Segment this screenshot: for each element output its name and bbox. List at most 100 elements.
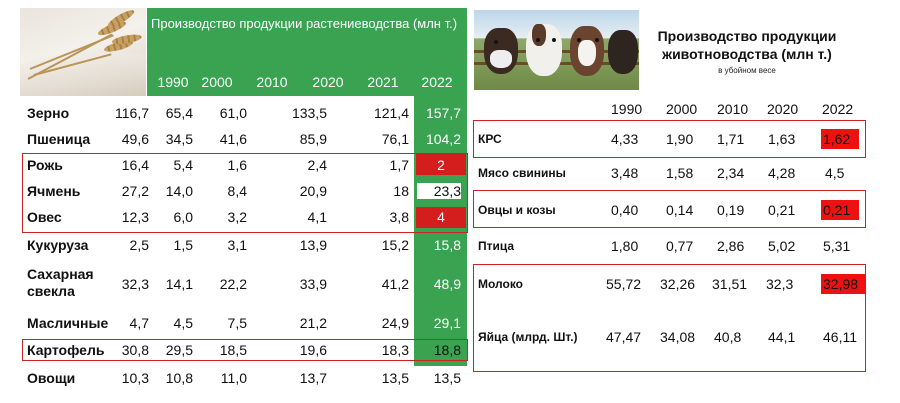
livestock-table-subtitle: в убойном весе bbox=[718, 66, 776, 75]
cell-value: 18,5 bbox=[219, 342, 247, 358]
cell-value: 4,7 bbox=[129, 315, 149, 331]
cell-value: 4,5 bbox=[825, 165, 845, 181]
cell-value: 32,98 bbox=[823, 276, 859, 292]
cell-value: 7,5 bbox=[227, 315, 247, 331]
row-label: Картофель bbox=[27, 342, 105, 358]
cell-value: 5,02 bbox=[768, 238, 796, 254]
cell-value: 27,2 bbox=[121, 183, 149, 199]
row-label: Кукуруза bbox=[27, 237, 89, 253]
cell-value: 13,5 bbox=[381, 370, 409, 386]
cell-value: 121,4 bbox=[373, 105, 409, 121]
livestock-year-header: 1990 bbox=[611, 101, 643, 117]
cell-value: 30,8 bbox=[121, 342, 149, 358]
cell-value: 29,1 bbox=[433, 315, 461, 331]
livestock-year-header: 2010 bbox=[717, 101, 749, 117]
cell-value: 33,9 bbox=[299, 276, 327, 292]
cell-value: 3,48 bbox=[611, 165, 639, 181]
cell-value: 13,7 bbox=[299, 370, 327, 386]
crop-year-header: 1990 bbox=[157, 74, 189, 90]
cell-value: 31,51 bbox=[712, 276, 748, 292]
cell-value: 47,47 bbox=[606, 329, 642, 345]
cell-value: 3,1 bbox=[227, 237, 247, 253]
decline-group-outline bbox=[22, 339, 468, 361]
row-label: Мясо свинины bbox=[478, 166, 566, 180]
cell-value: 2,5 bbox=[129, 237, 149, 253]
cell-value: 3,2 bbox=[227, 209, 247, 225]
cell-value: 21,2 bbox=[299, 315, 327, 331]
cell-value: 65,4 bbox=[165, 105, 193, 121]
row-label: Сахарная свекла bbox=[27, 266, 94, 299]
cell-value: 133,5 bbox=[291, 105, 327, 121]
cell-value: 4,1 bbox=[307, 209, 327, 225]
cell-value: 55,72 bbox=[606, 276, 642, 292]
livestock-year-header: 2022 bbox=[822, 101, 854, 117]
cell-value: 0,40 bbox=[611, 202, 639, 218]
cell-value: 34,5 bbox=[165, 131, 193, 147]
livestock-year-header: 2020 bbox=[767, 101, 799, 117]
cell-value: 4 bbox=[437, 209, 445, 225]
cell-value: 14,1 bbox=[165, 276, 193, 292]
wheat-photo bbox=[20, 8, 146, 96]
cell-value: 16,4 bbox=[121, 157, 149, 173]
cell-value: 34,08 bbox=[660, 329, 696, 345]
cell-value: 1,90 bbox=[666, 131, 694, 147]
decline-group-outline bbox=[473, 120, 866, 158]
cell-value: 0,14 bbox=[666, 202, 694, 218]
decline-group-outline bbox=[473, 264, 866, 372]
cell-value: 6,0 bbox=[173, 209, 193, 225]
cell-value: 61,0 bbox=[219, 105, 247, 121]
row-label: Рожь bbox=[27, 157, 63, 173]
cell-value: 2,4 bbox=[307, 157, 327, 173]
row-label: Масличные bbox=[27, 315, 109, 331]
row-label: Ячмень bbox=[27, 183, 81, 199]
cell-value: 40,8 bbox=[714, 329, 742, 345]
row-label: Яйца (млрд. Шт.) bbox=[478, 330, 578, 344]
crop-year-header: 2000 bbox=[201, 74, 233, 90]
cell-value: 32,26 bbox=[660, 276, 696, 292]
cell-value: 85,9 bbox=[299, 131, 327, 147]
row-label: Овощи bbox=[27, 370, 76, 386]
cell-value: 46,11 bbox=[823, 329, 857, 345]
cell-value: 1,71 bbox=[717, 131, 745, 147]
cell-value: 116,7 bbox=[115, 105, 149, 121]
cell-value: 0,21 bbox=[823, 202, 851, 218]
row-label: КРС bbox=[478, 132, 502, 146]
cell-value: 12,3 bbox=[121, 209, 149, 225]
cell-value: 1,58 bbox=[666, 165, 694, 181]
cell-value: 44,1 bbox=[768, 329, 796, 345]
cell-value: 32,3 bbox=[766, 276, 794, 292]
highlight-column-2022 bbox=[414, 96, 467, 366]
cell-value: 20,9 bbox=[299, 183, 327, 199]
cell-value: 15,8 bbox=[433, 237, 461, 253]
cell-value: 2 bbox=[437, 157, 445, 173]
cell-value: 8,4 bbox=[227, 183, 247, 199]
decline-highlight-cell bbox=[821, 129, 859, 149]
cell-value: 19,6 bbox=[299, 342, 327, 358]
cell-value: 18 bbox=[393, 183, 409, 199]
crop-year-header: 2010 bbox=[256, 74, 288, 90]
cell-value: 0,19 bbox=[717, 202, 745, 218]
cell-value: 3,8 bbox=[389, 209, 409, 225]
cell-value: 1,5 bbox=[173, 237, 193, 253]
cell-value: 1,62 bbox=[823, 131, 851, 147]
cows-photo bbox=[474, 10, 639, 90]
cell-value: 0,77 bbox=[666, 238, 694, 254]
cell-value: 5,4 bbox=[173, 157, 193, 173]
cell-value: 10,8 bbox=[165, 370, 193, 386]
cell-value: 29,5 bbox=[165, 342, 193, 358]
cell-value: 2,86 bbox=[717, 238, 745, 254]
cell-value: 41,6 bbox=[219, 131, 247, 147]
cell-value: 13,9 bbox=[299, 237, 327, 253]
cell-value: 76,1 bbox=[381, 131, 409, 147]
cell-value: 104,2 bbox=[425, 131, 461, 147]
decline-highlight-cell bbox=[821, 200, 859, 220]
cell-value: 2,34 bbox=[717, 165, 745, 181]
cell-value: 14,0 bbox=[165, 183, 193, 199]
crop-year-header: 2020 bbox=[312, 74, 344, 90]
livestock-table-title: Производство продукции животноводства (м… bbox=[657, 28, 837, 62]
row-label: Молоко bbox=[478, 277, 523, 291]
decline-highlight-cell bbox=[416, 154, 466, 175]
decline-group-outline bbox=[22, 153, 468, 233]
cell-value: 32,3 bbox=[121, 276, 149, 292]
crop-table-title: Производство продукции растениеводства (… bbox=[151, 16, 458, 31]
